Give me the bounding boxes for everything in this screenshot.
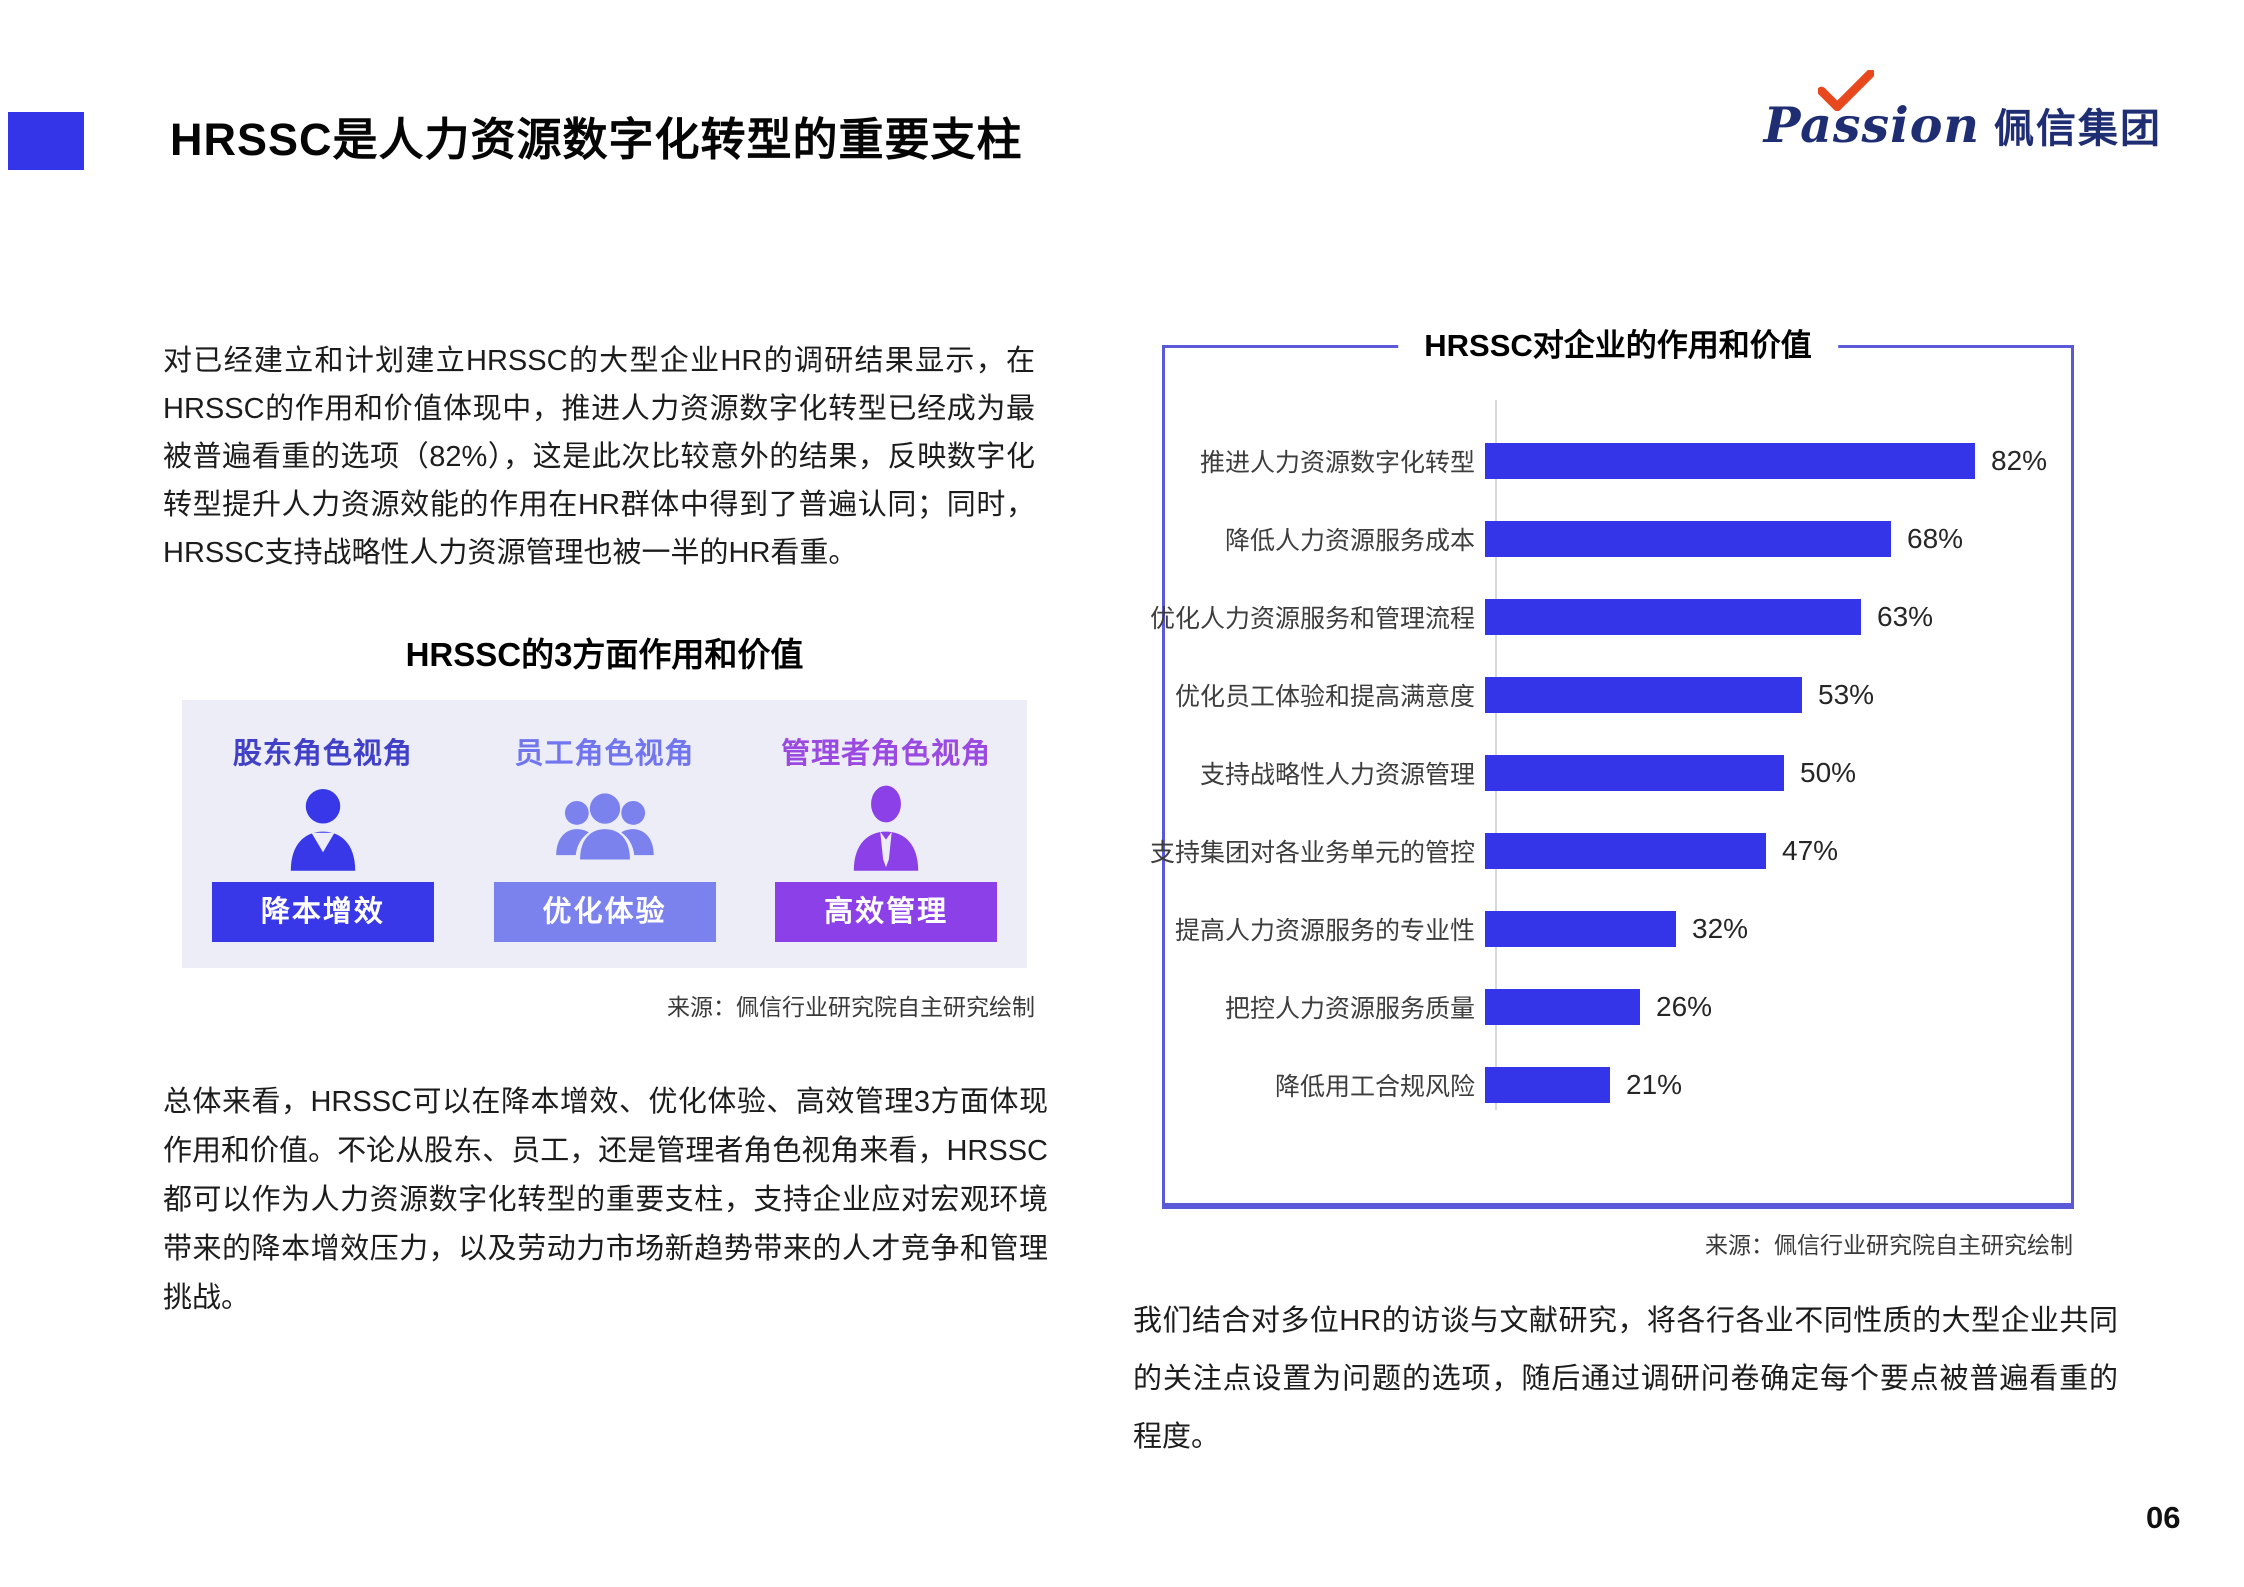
chart-bar	[1485, 911, 1676, 947]
chart-value-label: 47%	[1782, 835, 1839, 866]
role-value-badge: 优化体验	[493, 882, 716, 942]
chart-bar	[1485, 443, 1975, 479]
people-group-icon	[553, 777, 657, 877]
chart-category-label: 推进人力资源数字化转型	[1199, 449, 1475, 477]
role-column-manager: 管理者角色视角 高效管理	[745, 700, 1027, 968]
chart-value-label: 26%	[1656, 991, 1713, 1022]
role-title: 股东角色视角	[232, 738, 413, 770]
chart-category-label: 支持战略性人力资源管理	[1199, 761, 1475, 789]
chart-row: 降低人力资源服务成本 68%	[1165, 500, 2071, 578]
chart-category-label: 优化人力资源服务和管理流程	[1149, 605, 1475, 633]
chart-category-label: 降低人力资源服务成本	[1224, 527, 1475, 555]
check-icon	[1817, 70, 1874, 112]
chart-value-label: 50%	[1800, 757, 1857, 788]
chart-row: 推进人力资源数字化转型 82%	[1165, 422, 2071, 500]
chart-bar	[1485, 833, 1766, 869]
businessman-icon	[277, 777, 369, 877]
chart-value-label: 32%	[1692, 913, 1749, 944]
role-title: 管理者角色视角	[781, 738, 992, 770]
chart-bar	[1485, 599, 1861, 635]
chart-bar	[1485, 755, 1784, 791]
brand-logo-en: Passion	[1763, 70, 1980, 154]
chart-value-label: 53%	[1818, 679, 1875, 710]
chart-value-label: 82%	[1991, 445, 2048, 476]
chart-row: 把控人力资源服务质量 26%	[1165, 968, 2071, 1046]
role-column-shareholder: 股东角色视角 降本增效	[182, 700, 464, 968]
page-title: HRSSC是人力资源数字化转型的重要支柱	[170, 114, 1023, 165]
method-paragraph: 我们结合对多位HR的访谈与文献研究，将各行各业不同性质的大型企业共同的关注点设置…	[1133, 1305, 2118, 1453]
summary-paragraph: 总体来看，HRSSC可以在降本增效、优化体验、高效管理3方面体现作用和价值。不论…	[163, 1086, 1048, 1314]
chart-value-label: 63%	[1877, 601, 1934, 632]
chart-title: HRSSC对企业的作用和价值	[1398, 322, 1838, 370]
chart-value-label: 68%	[1907, 523, 1964, 554]
roles-panel-title: HRSSC的3方面作用和价值	[405, 636, 804, 673]
chart-category-label: 支持集团对各业务单元的管控	[1149, 839, 1475, 867]
chart-plot-area: 推进人力资源数字化转型 82% 降低人力资源服务成本 68% 优化人力资源服务和管理流程…	[1149, 422, 2071, 1124]
chart-bar	[1485, 1067, 1610, 1103]
chart-category-label: 把控人力资源服务质量	[1224, 995, 1475, 1023]
manager-tie-icon	[840, 777, 932, 877]
chart-category-label: 优化员工体验和提高满意度	[1174, 683, 1475, 711]
chart-row: 提高人力资源服务的专业性 32%	[1165, 890, 2071, 968]
role-column-employee: 员工角色视角 优化体验	[464, 700, 746, 968]
role-value-badge: 高效管理	[775, 882, 998, 942]
chart-bar	[1485, 989, 1640, 1025]
chart-row: 支持集团对各业务单元的管控 47%	[1149, 812, 2071, 890]
brand-logo-en-text: Passion	[1763, 96, 1980, 154]
chart-row: 支持战略性人力资源管理 50%	[1165, 734, 2071, 812]
chart-value-label: 21%	[1626, 1069, 1683, 1100]
title-accent-bar	[8, 112, 84, 170]
intro-paragraph: 对已经建立和计划建立HRSSC的大型企业HR的调研结果显示，在HRSSC的作用和…	[163, 345, 1035, 569]
chart-row: 降低用工合规风险 21%	[1165, 1046, 2071, 1124]
panel-source-note: 来源：佩信行业研究院自主研究绘制	[667, 994, 1035, 1020]
chart-category-label: 提高人力资源服务的专业性	[1174, 917, 1475, 945]
role-value-badge: 降本增效	[211, 882, 434, 942]
chart-bar	[1485, 677, 1802, 713]
chart-source-note: 来源：佩信行业研究院自主研究绘制	[1705, 1232, 2073, 1258]
chart-row: 优化员工体验和提高满意度 53%	[1165, 656, 2071, 734]
chart-category-label: 降低用工合规风险	[1274, 1073, 1475, 1101]
chart-bar	[1485, 521, 1891, 557]
brand-logo-cn: 佩信集团	[1994, 107, 2162, 151]
role-title: 员工角色视角	[514, 738, 695, 770]
roles-panel: 股东角色视角 降本增效 员工角色视角 优化体	[182, 700, 1027, 968]
brand-logo: Passion 佩信集团	[1763, 70, 2162, 154]
page-number: 06	[2146, 1500, 2181, 1535]
chart-box: HRSSC对企业的作用和价值 推进人力资源数字化转型 82% 降低人力资源服务成本 6…	[1149, 322, 2074, 1209]
chart-row: 优化人力资源服务和管理流程 63%	[1149, 578, 2071, 656]
